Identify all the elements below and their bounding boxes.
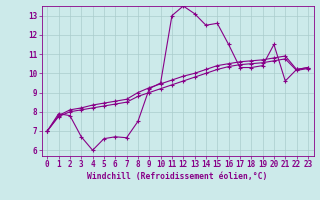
X-axis label: Windchill (Refroidissement éolien,°C): Windchill (Refroidissement éolien,°C) (87, 172, 268, 181)
